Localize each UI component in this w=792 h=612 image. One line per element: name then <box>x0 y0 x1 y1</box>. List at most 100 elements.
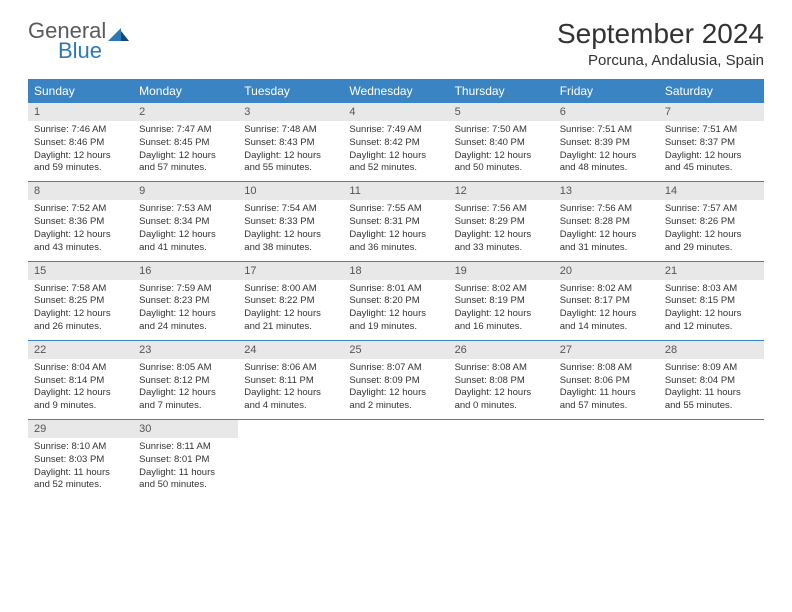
daylight-text: Daylight: 12 hours and 57 minutes. <box>139 150 232 176</box>
day-details: Sunrise: 8:08 AMSunset: 8:08 PMDaylight:… <box>449 359 554 419</box>
day-cell: 9Sunrise: 7:53 AMSunset: 8:34 PMDaylight… <box>133 182 238 260</box>
day-cell: 14Sunrise: 7:57 AMSunset: 8:26 PMDayligh… <box>659 182 764 260</box>
empty-cell <box>554 420 659 498</box>
day-cell: 30Sunrise: 8:11 AMSunset: 8:01 PMDayligh… <box>133 420 238 498</box>
day-header-saturday: Saturday <box>659 79 764 103</box>
sunset-text: Sunset: 8:15 PM <box>665 295 758 308</box>
day-number: 19 <box>449 262 554 280</box>
daylight-text: Daylight: 12 hours and 2 minutes. <box>349 387 442 413</box>
sunset-text: Sunset: 8:03 PM <box>34 454 127 467</box>
daylight-text: Daylight: 12 hours and 12 minutes. <box>665 308 758 334</box>
daylight-text: Daylight: 12 hours and 36 minutes. <box>349 229 442 255</box>
day-details: Sunrise: 7:49 AMSunset: 8:42 PMDaylight:… <box>343 121 448 181</box>
sunrise-text: Sunrise: 8:02 AM <box>560 283 653 296</box>
sunrise-text: Sunrise: 7:49 AM <box>349 124 442 137</box>
day-number: 11 <box>343 182 448 200</box>
sunrise-text: Sunrise: 7:53 AM <box>139 203 232 216</box>
day-details: Sunrise: 7:50 AMSunset: 8:40 PMDaylight:… <box>449 121 554 181</box>
sunrise-text: Sunrise: 7:57 AM <box>665 203 758 216</box>
logo-block: GeneralBlue <box>28 18 130 64</box>
empty-cell <box>238 420 343 498</box>
day-details: Sunrise: 7:53 AMSunset: 8:34 PMDaylight:… <box>133 200 238 260</box>
daylight-text: Daylight: 12 hours and 55 minutes. <box>244 150 337 176</box>
daylight-text: Daylight: 11 hours and 50 minutes. <box>139 467 232 493</box>
day-number: 18 <box>343 262 448 280</box>
daylight-text: Daylight: 11 hours and 57 minutes. <box>560 387 653 413</box>
day-cell: 24Sunrise: 8:06 AMSunset: 8:11 PMDayligh… <box>238 341 343 419</box>
sunrise-text: Sunrise: 8:07 AM <box>349 362 442 375</box>
day-cell: 20Sunrise: 8:02 AMSunset: 8:17 PMDayligh… <box>554 262 659 340</box>
day-number: 1 <box>28 103 133 121</box>
sunset-text: Sunset: 8:42 PM <box>349 137 442 150</box>
day-number: 23 <box>133 341 238 359</box>
day-number: 20 <box>554 262 659 280</box>
day-details: Sunrise: 8:02 AMSunset: 8:19 PMDaylight:… <box>449 280 554 340</box>
day-number: 9 <box>133 182 238 200</box>
empty-cell <box>343 420 448 498</box>
sunrise-text: Sunrise: 8:11 AM <box>139 441 232 454</box>
day-details: Sunrise: 7:56 AMSunset: 8:28 PMDaylight:… <box>554 200 659 260</box>
daylight-text: Daylight: 12 hours and 38 minutes. <box>244 229 337 255</box>
day-cell: 4Sunrise: 7:49 AMSunset: 8:42 PMDaylight… <box>343 103 448 181</box>
sunrise-text: Sunrise: 8:01 AM <box>349 283 442 296</box>
week-row: 29Sunrise: 8:10 AMSunset: 8:03 PMDayligh… <box>28 420 764 498</box>
sunset-text: Sunset: 8:12 PM <box>139 375 232 388</box>
day-details: Sunrise: 7:47 AMSunset: 8:45 PMDaylight:… <box>133 121 238 181</box>
sunset-text: Sunset: 8:22 PM <box>244 295 337 308</box>
sunset-text: Sunset: 8:33 PM <box>244 216 337 229</box>
sunrise-text: Sunrise: 7:58 AM <box>34 283 127 296</box>
day-cell: 26Sunrise: 8:08 AMSunset: 8:08 PMDayligh… <box>449 341 554 419</box>
daylight-text: Daylight: 12 hours and 29 minutes. <box>665 229 758 255</box>
day-cell: 13Sunrise: 7:56 AMSunset: 8:28 PMDayligh… <box>554 182 659 260</box>
day-cell: 11Sunrise: 7:55 AMSunset: 8:31 PMDayligh… <box>343 182 448 260</box>
day-number: 16 <box>133 262 238 280</box>
sunrise-text: Sunrise: 7:51 AM <box>560 124 653 137</box>
sunset-text: Sunset: 8:37 PM <box>665 137 758 150</box>
day-header-tuesday: Tuesday <box>238 79 343 103</box>
sunset-text: Sunset: 8:34 PM <box>139 216 232 229</box>
day-details: Sunrise: 8:02 AMSunset: 8:17 PMDaylight:… <box>554 280 659 340</box>
day-number: 28 <box>659 341 764 359</box>
day-number: 6 <box>554 103 659 121</box>
day-header-monday: Monday <box>133 79 238 103</box>
daylight-text: Daylight: 12 hours and 4 minutes. <box>244 387 337 413</box>
day-header-sunday: Sunday <box>28 79 133 103</box>
sunset-text: Sunset: 8:19 PM <box>455 295 548 308</box>
day-cell: 29Sunrise: 8:10 AMSunset: 8:03 PMDayligh… <box>28 420 133 498</box>
day-cell: 8Sunrise: 7:52 AMSunset: 8:36 PMDaylight… <box>28 182 133 260</box>
day-details: Sunrise: 7:52 AMSunset: 8:36 PMDaylight:… <box>28 200 133 260</box>
daylight-text: Daylight: 12 hours and 0 minutes. <box>455 387 548 413</box>
day-number: 14 <box>659 182 764 200</box>
sunrise-text: Sunrise: 8:02 AM <box>455 283 548 296</box>
day-number: 10 <box>238 182 343 200</box>
day-number: 5 <box>449 103 554 121</box>
week-row: 15Sunrise: 7:58 AMSunset: 8:25 PMDayligh… <box>28 262 764 341</box>
daylight-text: Daylight: 12 hours and 59 minutes. <box>34 150 127 176</box>
sunset-text: Sunset: 8:06 PM <box>560 375 653 388</box>
sunset-text: Sunset: 8:17 PM <box>560 295 653 308</box>
sunset-text: Sunset: 8:04 PM <box>665 375 758 388</box>
sunrise-text: Sunrise: 8:05 AM <box>139 362 232 375</box>
daylight-text: Daylight: 12 hours and 9 minutes. <box>34 387 127 413</box>
sunrise-text: Sunrise: 8:09 AM <box>665 362 758 375</box>
sunset-text: Sunset: 8:40 PM <box>455 137 548 150</box>
day-number: 29 <box>28 420 133 438</box>
day-header-row: SundayMondayTuesdayWednesdayThursdayFrid… <box>28 79 764 103</box>
daylight-text: Daylight: 12 hours and 43 minutes. <box>34 229 127 255</box>
sunrise-text: Sunrise: 7:56 AM <box>455 203 548 216</box>
day-number: 3 <box>238 103 343 121</box>
calendar-page: GeneralBlue September 2024 Porcuna, Anda… <box>0 0 792 516</box>
daylight-text: Daylight: 12 hours and 52 minutes. <box>349 150 442 176</box>
sunrise-text: Sunrise: 7:48 AM <box>244 124 337 137</box>
day-details: Sunrise: 8:11 AMSunset: 8:01 PMDaylight:… <box>133 438 238 498</box>
daylight-text: Daylight: 11 hours and 52 minutes. <box>34 467 127 493</box>
day-cell: 5Sunrise: 7:50 AMSunset: 8:40 PMDaylight… <box>449 103 554 181</box>
day-number: 4 <box>343 103 448 121</box>
daylight-text: Daylight: 12 hours and 50 minutes. <box>455 150 548 176</box>
sunset-text: Sunset: 8:11 PM <box>244 375 337 388</box>
sunset-text: Sunset: 8:46 PM <box>34 137 127 150</box>
sunset-text: Sunset: 8:14 PM <box>34 375 127 388</box>
daylight-text: Daylight: 12 hours and 21 minutes. <box>244 308 337 334</box>
day-details: Sunrise: 7:55 AMSunset: 8:31 PMDaylight:… <box>343 200 448 260</box>
day-details: Sunrise: 8:07 AMSunset: 8:09 PMDaylight:… <box>343 359 448 419</box>
